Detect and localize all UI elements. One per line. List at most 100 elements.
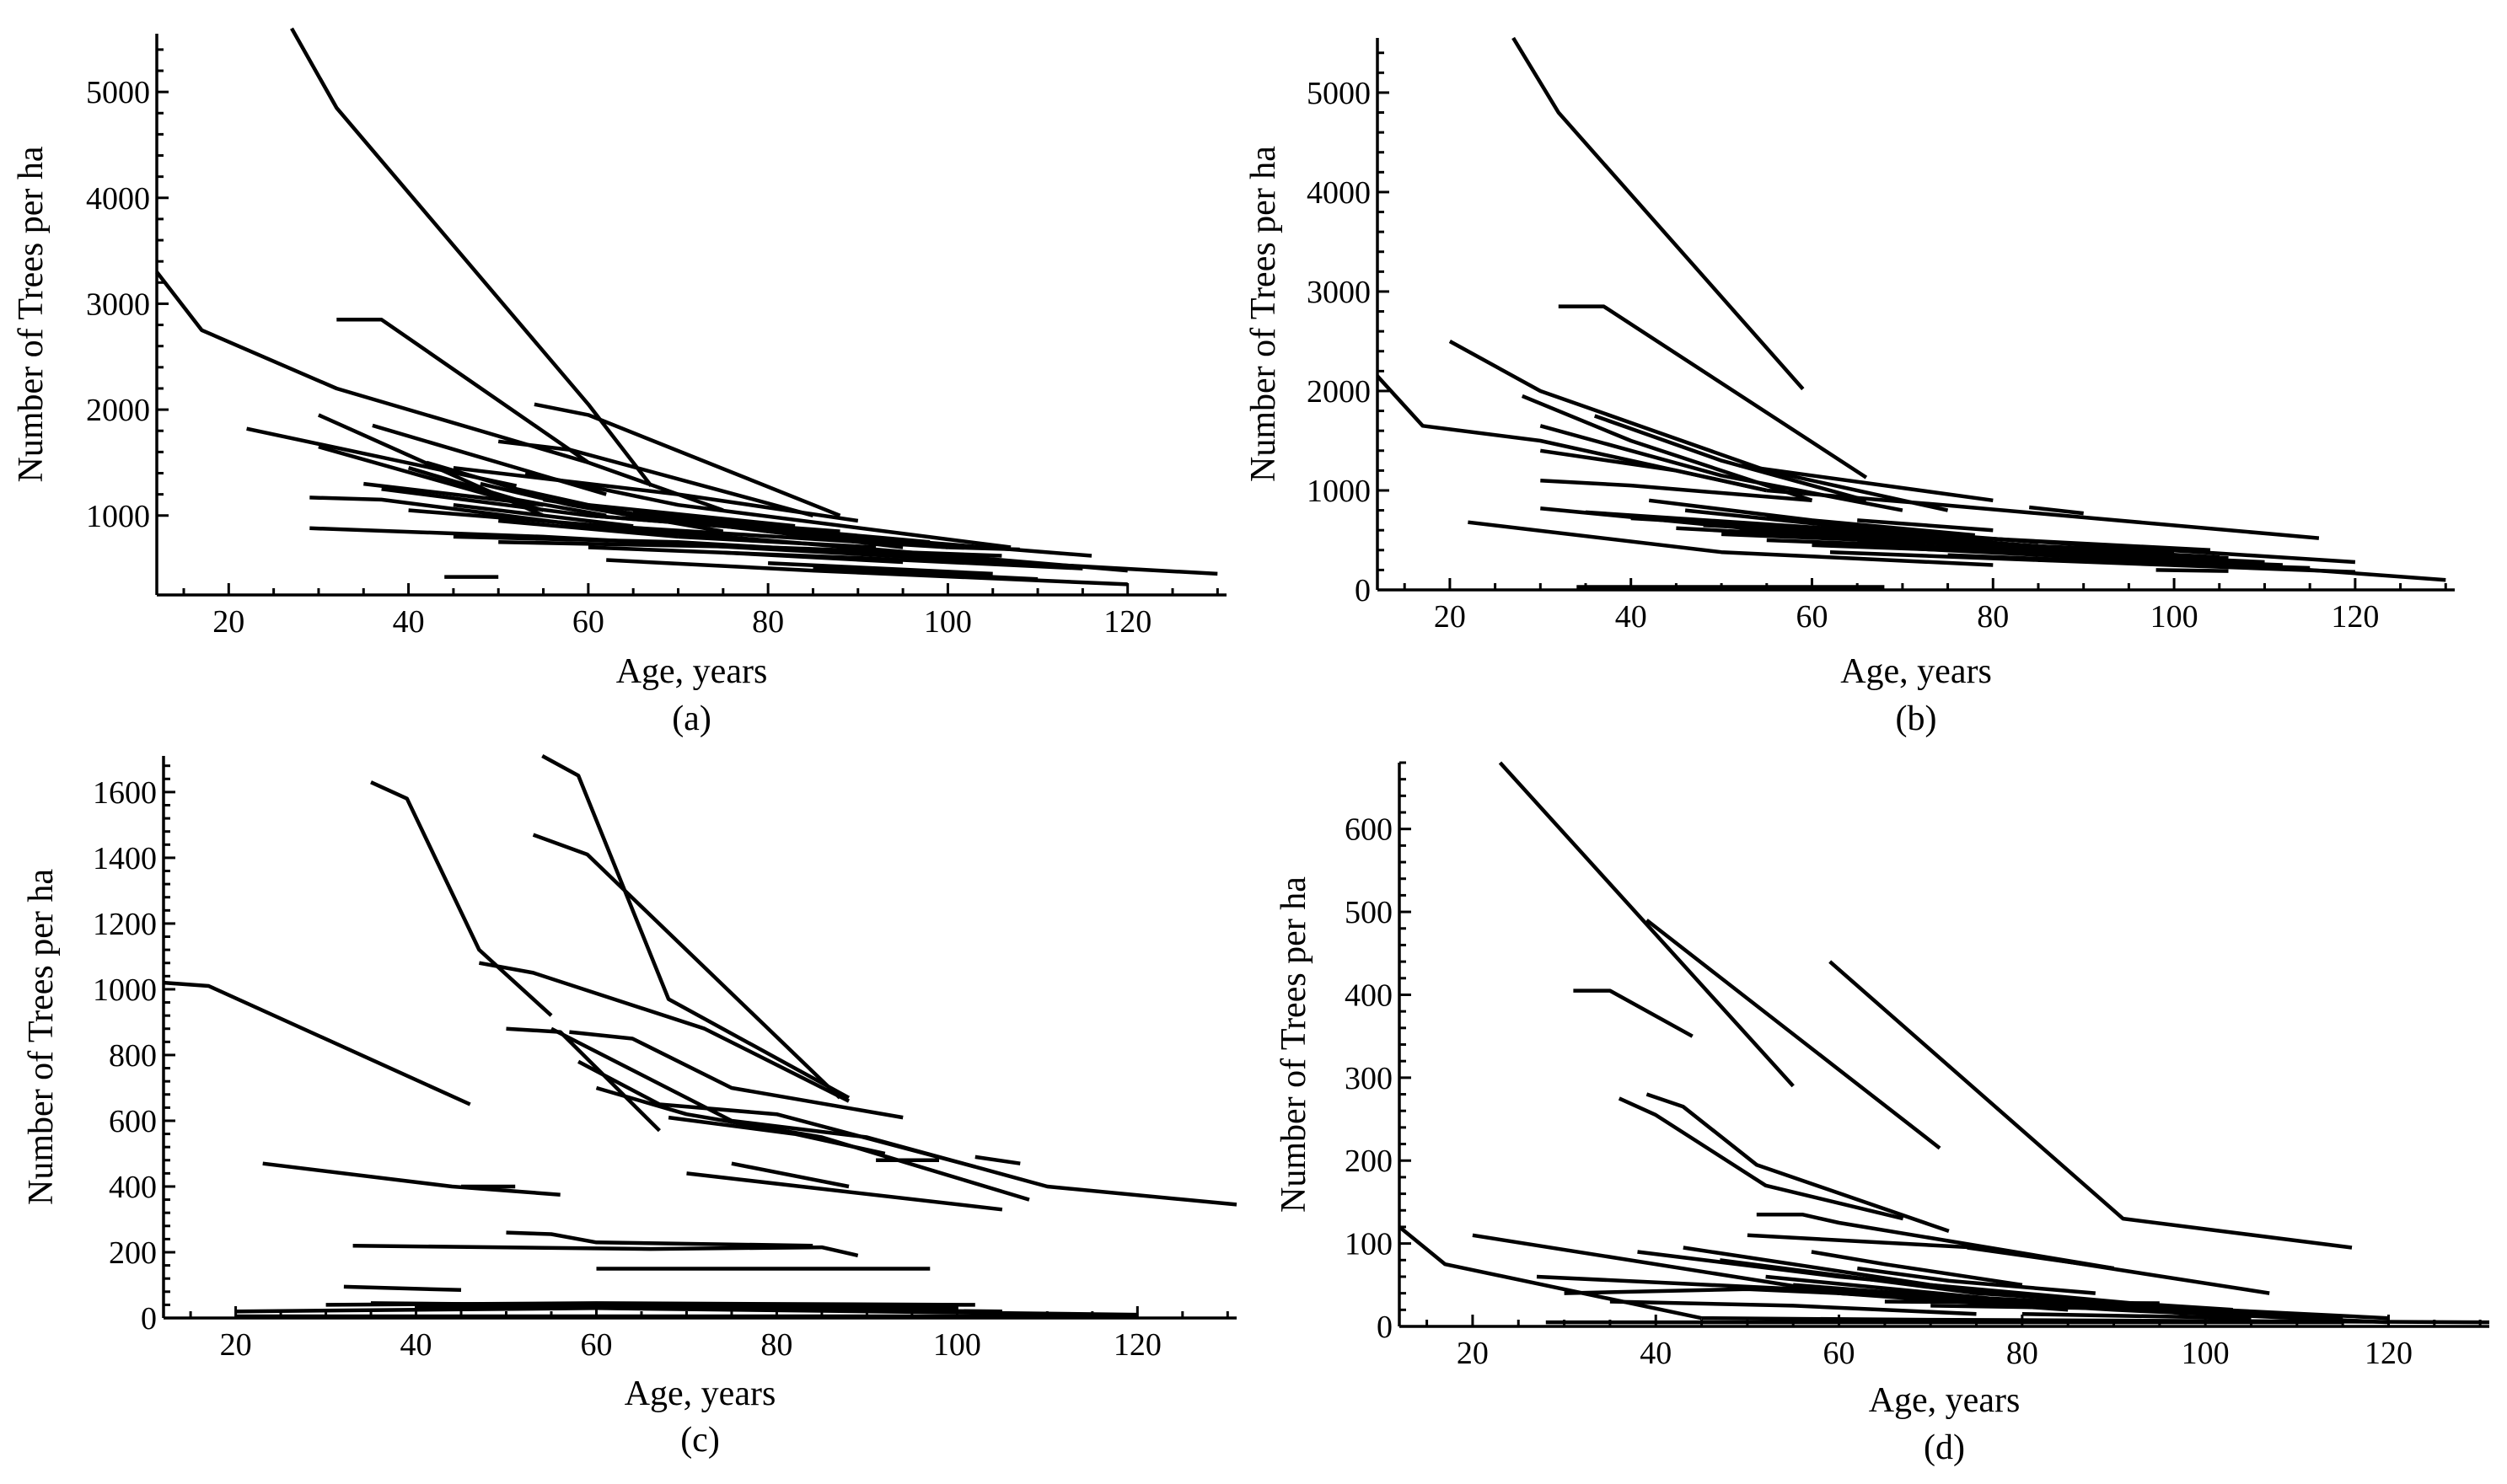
y-tick-label: 300 (1345, 1061, 1393, 1096)
panel-a: 20 40 60 80 100 120 1000 2000 3000 4000 5000 Age, y… (12, 27, 1227, 738)
series-line-b-8 (1468, 520, 1994, 567)
y-tick-label: 3000 (86, 287, 150, 322)
panel-d: 20 40 60 80 100 120 0 100 200 300 400 500 600 Age, ye… (1275, 761, 2490, 1467)
series-line-a-3 (534, 402, 841, 517)
panel-label: (c) (680, 1421, 720, 1460)
series-line-a-15 (453, 534, 948, 560)
x-tick-label: 80 (760, 1327, 792, 1363)
series-line-a-10 (524, 471, 1012, 549)
x-tick-label: 100 (2182, 1336, 2230, 1371)
series-line-d-2 (1828, 960, 2353, 1250)
x-tick-label: 80 (1977, 599, 2009, 635)
series-line-c-3 (532, 833, 841, 1100)
series-line-a-35 (498, 518, 679, 539)
series-line-b-25 (1902, 546, 2283, 567)
series-line-c-25 (416, 1305, 1002, 1314)
series-line-c-24 (370, 1301, 958, 1310)
series-line-d-23 (1609, 1299, 1977, 1316)
series-line-c-17 (352, 1243, 859, 1258)
series-line-a-14 (309, 526, 1218, 576)
series-line-b-3 (1448, 340, 1949, 512)
series-line-c-12 (686, 1171, 1003, 1212)
series-line-d-24 (1884, 1299, 2160, 1305)
series-line-a-26 (678, 534, 877, 549)
series-line-b-34 (1857, 518, 1994, 533)
x-tick-label: 80 (2006, 1336, 2038, 1371)
series-line-c-0 (163, 980, 471, 1106)
x-tick-label: 20 (220, 1327, 252, 1363)
y-axis-label: Number of Trees per ha (22, 869, 61, 1205)
series-line-b-7 (1539, 448, 1768, 493)
series-line-b-33 (2037, 558, 2211, 565)
series-line-a-9 (453, 465, 859, 523)
x-tick-label: 20 (212, 604, 244, 640)
y-tick-label: 2000 (1307, 374, 1371, 410)
series-line-b-31 (2155, 568, 2229, 573)
x-tick-label: 120 (1114, 1327, 1162, 1363)
series-line-d-0 (1498, 761, 1795, 1088)
y-axis-label: Number of Trees per ha (1275, 876, 1313, 1213)
y-tick-label: 4000 (1307, 175, 1371, 211)
series-line-a-0 (290, 27, 653, 487)
series-line-b-9 (1739, 463, 1994, 503)
x-tick-label: 120 (2331, 599, 2379, 635)
series-line-c-8 (595, 1085, 1030, 1202)
series-line-c-9 (550, 1026, 1237, 1207)
x-axis-label: Age, years (625, 1374, 776, 1413)
series-line-c-11 (731, 1161, 850, 1189)
panel-c: 20 40 60 80 100 12002004006008001000120014001… (22, 754, 1237, 1460)
x-axis-label: Age, years (1869, 1381, 2021, 1420)
x-tick-label: 100 (933, 1327, 981, 1363)
y-tick-label: 5000 (1307, 76, 1371, 111)
series-line-d-26 (2021, 1311, 2252, 1321)
panel-label: (b) (1896, 699, 1937, 738)
series-line-d-19 (1811, 1250, 2023, 1288)
x-tick-label: 60 (1823, 1336, 1855, 1371)
series-line-a-30 (767, 561, 993, 576)
series-line-a-33 (453, 502, 634, 528)
x-tick-label: 60 (1796, 599, 1828, 635)
y-tick-label: 1400 (93, 841, 157, 876)
x-tick-label: 100 (2150, 599, 2198, 635)
x-tick-label: 60 (572, 604, 604, 640)
x-tick-label: 120 (2365, 1336, 2413, 1371)
y-tick-label: 1000 (86, 499, 150, 534)
y-tick-label: 100 (1345, 1227, 1393, 1262)
x-tick-label: 40 (1640, 1336, 1672, 1371)
series-line-a-32 (840, 545, 948, 560)
y-tick-label: 600 (109, 1104, 157, 1139)
series-line-c-1 (370, 780, 553, 1017)
y-tick-label: 200 (1345, 1144, 1393, 1179)
y-axis-label: Number of Trees per ha (1244, 146, 1283, 482)
y-tick-label: 200 (109, 1235, 157, 1271)
series-line-d-25 (1930, 1304, 2206, 1312)
series-line-b-13 (1540, 478, 1812, 503)
series-line-b-1 (1558, 304, 1868, 479)
y-axis-label: Number of Trees per ha (12, 146, 51, 482)
series-line-d-20 (1856, 1266, 2096, 1295)
x-axis-label: Age, years (616, 652, 768, 691)
series-line-d-5 (1645, 1092, 1950, 1234)
x-tick-label: 100 (924, 604, 972, 640)
x-axis-label: Age, years (1840, 652, 1992, 691)
series-line-a-8 (497, 439, 814, 517)
y-tick-label: 0 (141, 1301, 157, 1337)
series-line-a-25 (407, 466, 607, 518)
series-line-a-23 (480, 481, 724, 533)
series-line-c-6 (569, 1030, 904, 1120)
y-tick-label: 1000 (1307, 474, 1371, 509)
y-tick-label: 400 (109, 1170, 157, 1205)
x-tick-label: 40 (400, 1327, 432, 1363)
y-tick-label: 5000 (86, 75, 150, 110)
series-line-c-13 (262, 1161, 561, 1197)
y-tick-label: 3000 (1307, 275, 1371, 310)
series-line-d-6 (1756, 1212, 2114, 1271)
x-tick-label: 20 (1434, 599, 1466, 635)
series-line-a-17 (570, 524, 1128, 573)
series-line-d-10 (1967, 1246, 2114, 1271)
series-line-c-20 (343, 1284, 462, 1293)
series-line-c-4 (478, 961, 851, 1103)
y-tick-label: 800 (109, 1038, 157, 1074)
y-tick-label: 600 (1345, 812, 1393, 848)
